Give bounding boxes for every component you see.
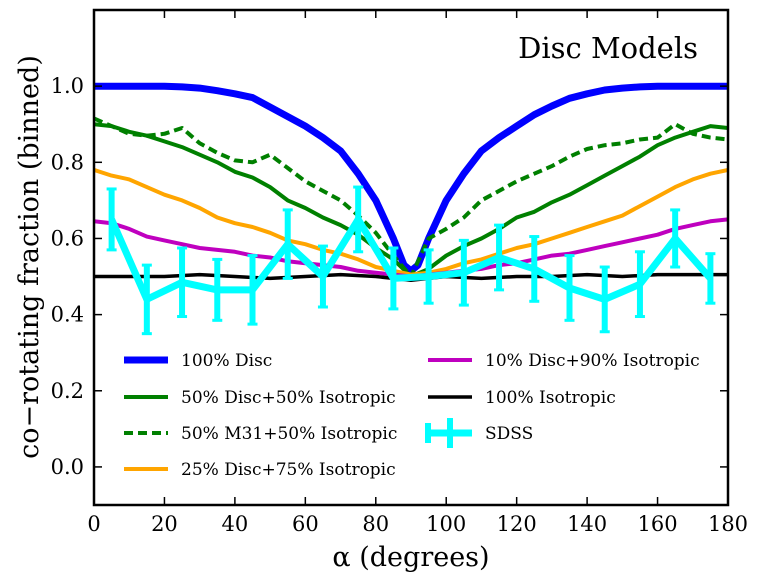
axis-ticks: 0 20 40 60 80 100 120 140 160 180 0.0 0.2 0.4 0.6 0.8 1… [51, 10, 748, 536]
x-tick-label: 140 [567, 512, 607, 536]
legend-label: 100% Isotropic [485, 388, 616, 408]
legend: 100% Disc 50% Disc+50% Isotropic 50% M31+5… [124, 351, 700, 480]
legend-item-10-disc-90-isotropic: 10% Disc+90% Isotropic [428, 351, 700, 371]
y-tick-label: 0.8 [51, 150, 84, 174]
x-tick-label: 120 [497, 512, 537, 536]
x-tick-label: 60 [292, 512, 319, 536]
legend-label: SDSS [485, 424, 533, 444]
y-tick-label: 0.0 [51, 455, 84, 479]
legend-label: 10% Disc+90% Isotropic [485, 351, 700, 371]
series-line-100-disc [94, 82, 728, 275]
chart-title: Disc Models [518, 31, 698, 65]
y-tick-label: 0.4 [51, 303, 84, 327]
legend-label: 25% Disc+75% Isotropic [181, 460, 396, 480]
x-tick-label: 100 [426, 512, 466, 536]
legend-item-50-disc-50-isotropic: 50% Disc+50% Isotropic [124, 388, 396, 408]
x-tick-label: 20 [151, 512, 178, 536]
legend-item-100-isotropic: 100% Isotropic [428, 388, 616, 408]
x-axis-label: α (degrees) [332, 542, 489, 573]
plot-frame [92, 8, 730, 507]
series-group [94, 82, 728, 336]
series-line-sdss [108, 215, 714, 303]
legend-item-50-m31-50-isotropic: 50% M31+50% Isotropic [124, 424, 397, 444]
y-tick-label: 0.6 [51, 226, 84, 250]
legend-label: 50% Disc+50% Isotropic [181, 388, 396, 408]
legend-item-25-disc-75-isotropic: 25% Disc+75% Isotropic [124, 460, 396, 480]
x-tick-label: 0 [87, 512, 100, 536]
legend-item-100-disc: 100% Disc [124, 351, 272, 371]
x-tick-label: 180 [708, 512, 748, 536]
y-tick-label: 0.2 [51, 379, 84, 403]
legend-item-sdss: SDSS [425, 418, 533, 448]
y-tick-label: 1.0 [51, 74, 84, 98]
legend-label: 50% M31+50% Isotropic [181, 424, 397, 444]
x-tick-label: 40 [222, 512, 249, 536]
y-axis-label: co−rotating fraction (binned) [14, 55, 45, 459]
x-tick-label: 160 [638, 512, 678, 536]
legend-label: 100% Disc [181, 351, 272, 371]
x-tick-label: 80 [362, 512, 389, 536]
